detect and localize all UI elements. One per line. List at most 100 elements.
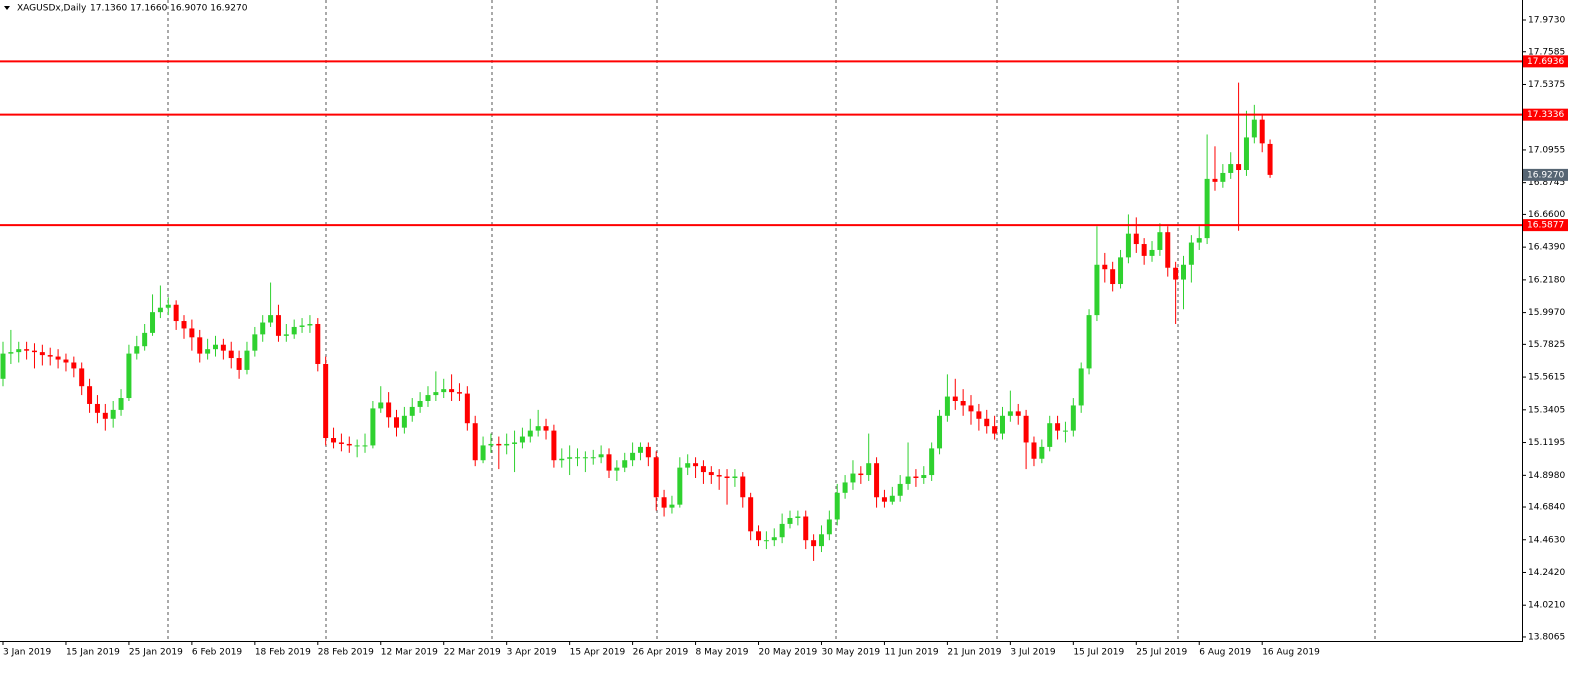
- x-tick-label: 16 Aug 2019: [1262, 648, 1320, 658]
- candle-body: [220, 344, 226, 351]
- candle-body: [842, 482, 848, 493]
- candle-body: [897, 483, 903, 496]
- candle-body: [598, 454, 604, 458]
- candle-body: [157, 307, 163, 313]
- period-separators: [167, 0, 1376, 641]
- candle-body: [1133, 233, 1139, 245]
- x-tick-label: 21 Jun 2019: [947, 648, 1001, 658]
- candle-body: [850, 473, 856, 483]
- candle-body: [905, 476, 911, 484]
- candle-body: [732, 476, 738, 479]
- candle-body: [677, 467, 683, 505]
- candle-body: [1118, 257, 1124, 285]
- x-tick-label: 20 May 2019: [759, 648, 818, 658]
- candle-body: [464, 393, 470, 424]
- candle-body: [1165, 232, 1171, 268]
- candle-body: [519, 436, 525, 443]
- candle-body: [858, 473, 864, 476]
- candle-body: [1007, 411, 1013, 416]
- candle-body: [118, 398, 124, 410]
- candle-body: [984, 418, 990, 427]
- candle-body: [1181, 264, 1186, 280]
- candle-body: [1243, 137, 1249, 170]
- candle-body: [307, 323, 313, 326]
- candle-body: [543, 426, 549, 431]
- y-tick-label: 17.7585: [1528, 47, 1565, 57]
- level-label-box: [1523, 55, 1568, 68]
- candle-body: [197, 337, 203, 354]
- candle-body: [1267, 143, 1273, 175]
- candle-body: [1070, 405, 1076, 431]
- candle-body: [79, 368, 85, 387]
- x-tick-label: 26 Apr 2019: [633, 648, 689, 658]
- candle-body: [944, 396, 950, 416]
- candle-body: [606, 454, 612, 471]
- candle-body: [354, 445, 360, 447]
- candle-body: [24, 349, 30, 351]
- candle-body: [331, 438, 337, 443]
- candle-body: [700, 466, 706, 473]
- candle-body: [1196, 238, 1202, 243]
- candle-body: [260, 322, 266, 335]
- candle-body: [1125, 233, 1131, 258]
- candle-body: [87, 386, 93, 404]
- candle-body: [622, 460, 628, 468]
- candle-body: [228, 350, 234, 359]
- candle-body: [47, 355, 53, 357]
- x-tick-label: 12 Mar 2019: [381, 648, 438, 658]
- candle-body: [275, 315, 281, 336]
- symbol: XAGUSDx,Daily: [17, 4, 87, 14]
- y-tick-label: 15.1195: [1528, 438, 1565, 448]
- candle-body: [724, 476, 730, 479]
- candle-body: [212, 344, 218, 350]
- candle-body: [661, 497, 667, 508]
- x-tick-label: 25 Jan 2019: [129, 648, 183, 658]
- candle-body: [968, 405, 974, 412]
- candle-body: [315, 323, 321, 364]
- menu-triangle[interactable]: [4, 6, 10, 10]
- candle-body: [960, 400, 966, 406]
- candle-body: [1031, 442, 1037, 459]
- candle-body: [1094, 264, 1100, 316]
- x-tick-label: 30 May 2019: [821, 648, 880, 658]
- y-tick-label: 15.7825: [1528, 340, 1565, 350]
- candle-body: [1204, 178, 1210, 239]
- candle-body: [0, 353, 6, 379]
- candle-body: [441, 389, 447, 393]
- candle-body: [559, 458, 565, 461]
- y-tick-label: 14.2420: [1528, 568, 1565, 578]
- candle-body: [39, 352, 45, 356]
- candle-body: [338, 442, 344, 444]
- x-tick-label: 11 Jun 2019: [884, 648, 938, 658]
- candle-body: [110, 409, 116, 419]
- candle-body: [236, 358, 242, 370]
- candle-body: [291, 326, 297, 335]
- candle-body: [433, 392, 439, 396]
- last-price-label: 16.9270: [1527, 170, 1564, 180]
- candle-body: [818, 534, 824, 547]
- candle-body: [708, 472, 714, 476]
- candle-body: [740, 476, 746, 498]
- candle-body: [126, 353, 132, 399]
- candle-body: [472, 423, 478, 461]
- candle-body: [268, 315, 274, 323]
- candle-body: [512, 442, 518, 444]
- candle-body: [394, 417, 399, 428]
- candle-body: [1110, 269, 1116, 285]
- x-tick-label: 18 Feb 2019: [255, 648, 311, 658]
- x-tick-label: 3 Apr 2019: [507, 648, 557, 658]
- x-tick-label: 6 Feb 2019: [192, 648, 243, 658]
- y-tick-label: 14.6840: [1528, 503, 1565, 513]
- candle-body: [150, 312, 156, 333]
- y-tick-label: 15.5615: [1528, 373, 1565, 383]
- y-tick-label: 15.9970: [1528, 308, 1565, 318]
- candle-body: [1157, 232, 1163, 250]
- candle-body: [71, 362, 77, 369]
- level-label: 16.5877: [1527, 221, 1564, 231]
- candle-body: [716, 475, 722, 477]
- candle-body: [205, 349, 211, 354]
- y-tick-label: 16.4390: [1528, 243, 1565, 253]
- candle-body: [488, 443, 494, 446]
- candle-body: [1141, 244, 1147, 256]
